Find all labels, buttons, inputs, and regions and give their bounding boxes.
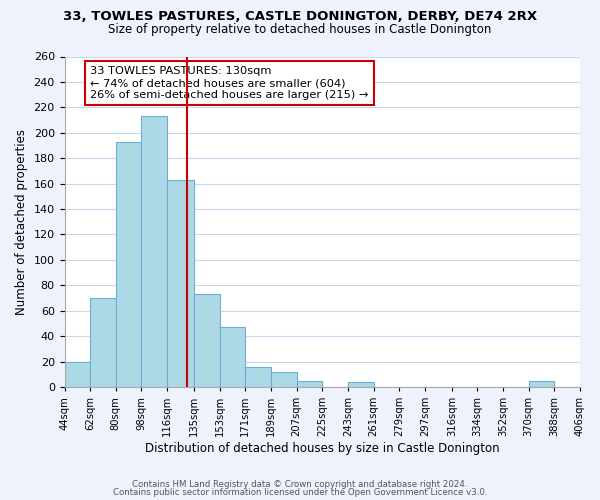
Bar [271,372,296,387]
Bar [65,362,90,387]
Bar [529,380,554,387]
Text: Contains public sector information licensed under the Open Government Licence v3: Contains public sector information licen… [113,488,487,497]
Bar [296,380,322,387]
Bar [220,328,245,387]
Bar [116,142,142,387]
Bar [90,298,116,387]
Bar [245,366,271,387]
Bar [142,116,167,387]
X-axis label: Distribution of detached houses by size in Castle Donington: Distribution of detached houses by size … [145,442,500,455]
Text: 33, TOWLES PASTURES, CASTLE DONINGTON, DERBY, DE74 2RX: 33, TOWLES PASTURES, CASTLE DONINGTON, D… [63,10,537,23]
Text: 33 TOWLES PASTURES: 130sqm
← 74% of detached houses are smaller (604)
26% of sem: 33 TOWLES PASTURES: 130sqm ← 74% of deta… [91,66,368,100]
Bar [194,294,220,387]
Bar [348,382,374,387]
Text: Size of property relative to detached houses in Castle Donington: Size of property relative to detached ho… [109,22,491,36]
Bar [167,180,194,387]
Y-axis label: Number of detached properties: Number of detached properties [15,129,28,315]
Text: Contains HM Land Registry data © Crown copyright and database right 2024.: Contains HM Land Registry data © Crown c… [132,480,468,489]
